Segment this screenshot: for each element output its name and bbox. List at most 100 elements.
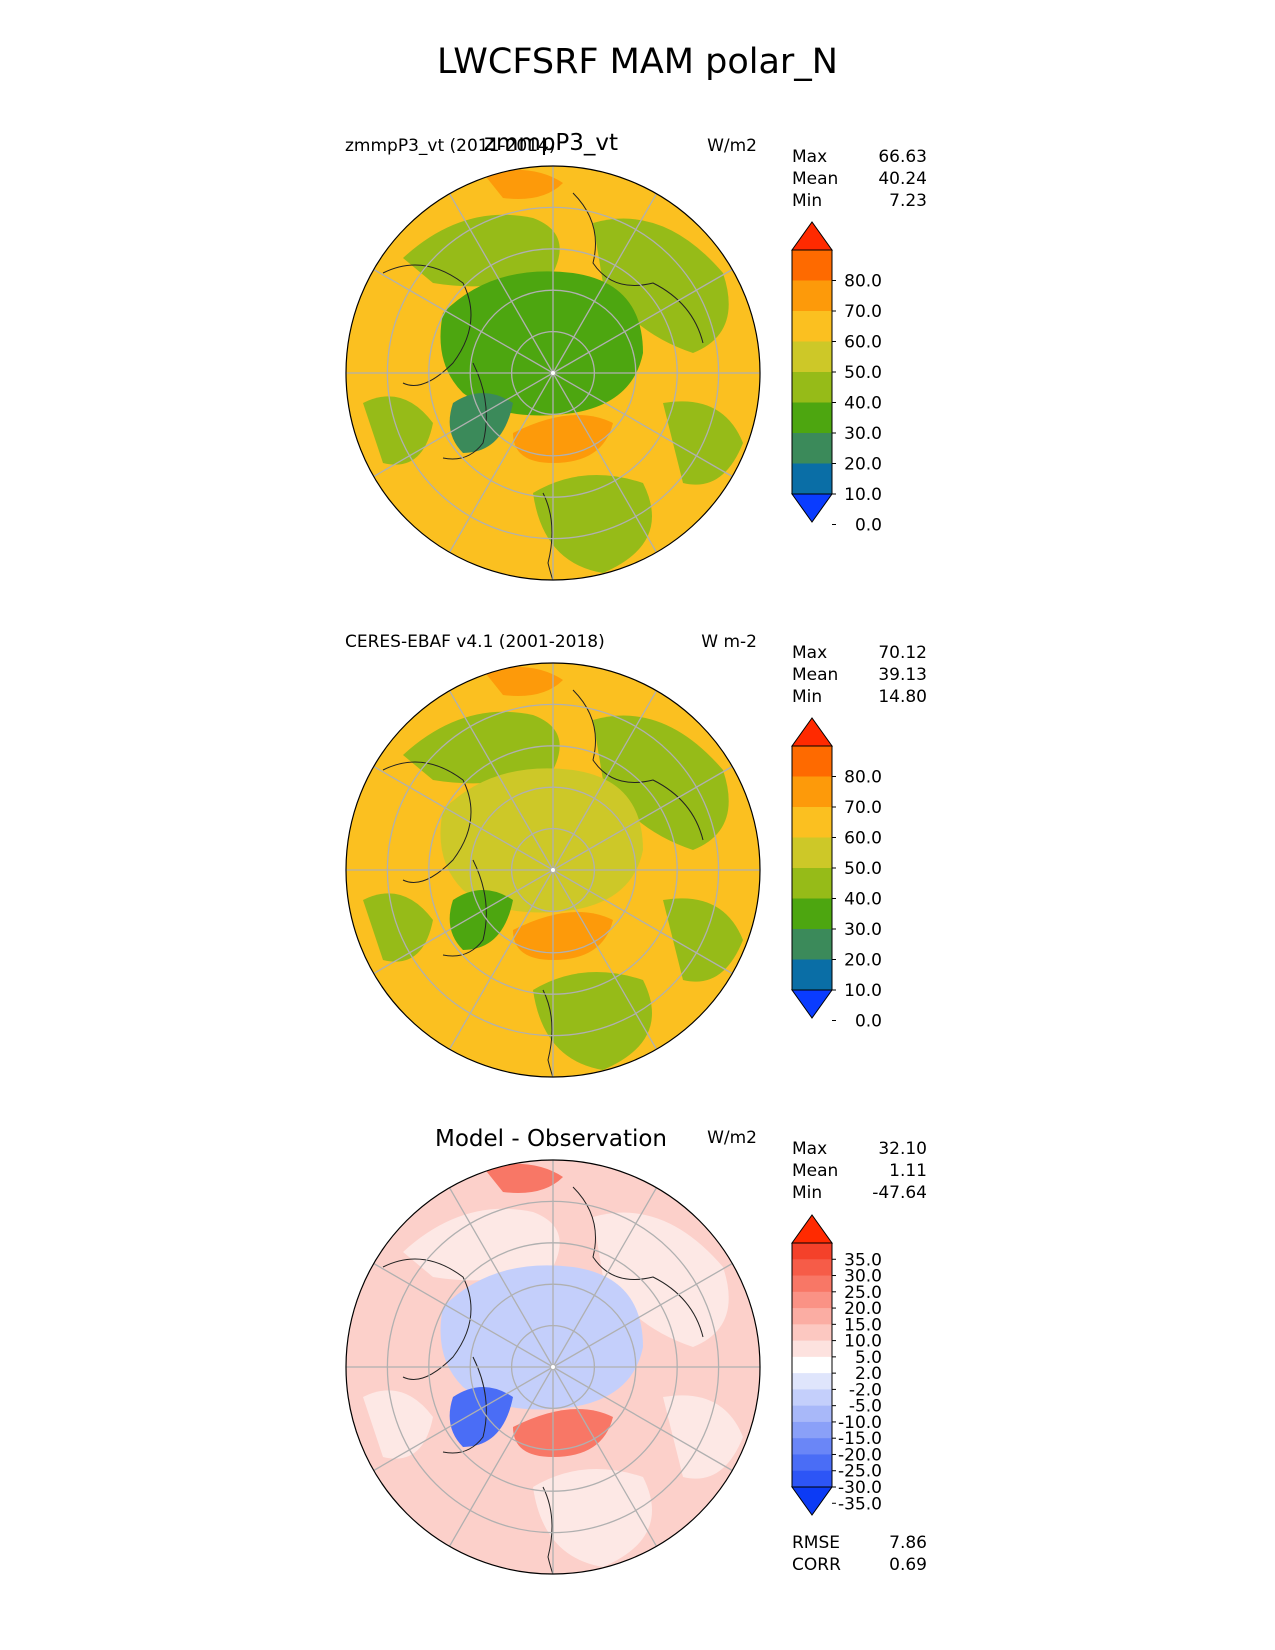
colorbar-tick-label: 35.0 (844, 1250, 882, 1270)
colorbar-tick-label: 20.0 (844, 455, 882, 475)
colorbar-extend-max (791, 717, 833, 747)
coastline (442, 859, 487, 957)
meridian-line (552, 690, 658, 871)
meridian-line (373, 869, 554, 975)
meridian-line (448, 1366, 554, 1547)
stat-value: 40.24 (878, 169, 927, 189)
stat-value: 0.69 (889, 1555, 927, 1575)
panel3-center-title: Model - Observation (434, 1126, 668, 1152)
colorbar-tick-label: 70.0 (844, 302, 882, 322)
stat-value: 39.13 (878, 665, 927, 685)
colorbar-segment (792, 1308, 832, 1325)
meridian-line (373, 1262, 554, 1368)
field-region-arctic (440, 1265, 643, 1410)
meridian-line (448, 193, 554, 374)
colorbar-extend-min (791, 989, 833, 1019)
colorbar-segment (792, 1324, 832, 1342)
meridian-line (552, 869, 733, 975)
map-boundary (345, 165, 761, 581)
meridian-line (552, 1366, 733, 1472)
colorbar-segment (792, 1291, 832, 1309)
meridian-line (552, 193, 658, 374)
field-region-land (403, 711, 560, 784)
colorbar-segment (792, 402, 832, 434)
coastline (382, 264, 472, 386)
stat-value: 66.63 (878, 147, 927, 167)
stat-label: Mean (792, 665, 839, 685)
stat-label: Min (792, 687, 823, 707)
colorbar-segment (792, 1421, 832, 1439)
field-region-land (403, 214, 560, 287)
coastline (542, 492, 559, 580)
colorbar-tick-label: 60.0 (844, 333, 882, 353)
panel1-left-title: zmmpP3_vt (2011-2014) (345, 136, 556, 156)
meridian-line (448, 690, 554, 871)
stat-value: 14.80 (878, 687, 927, 707)
colorbar-tick-label: -35.0 (838, 1494, 882, 1514)
colorbar-segment (792, 1373, 832, 1390)
stat-value: 32.10 (878, 1139, 927, 1159)
panel3-units: W/m2 (707, 1128, 757, 1148)
colorbar-segment (792, 868, 832, 899)
colorbar-segment (792, 463, 832, 495)
coastline (442, 1356, 487, 1454)
field-region-high (513, 415, 613, 463)
field-region-low (449, 393, 513, 453)
colorbar-tick-label: 40.0 (844, 394, 882, 414)
stat-label: Mean (792, 1161, 839, 1181)
field-region-low (449, 890, 513, 950)
colorbar-tick-label: 40.0 (844, 890, 882, 910)
meridian-line (552, 268, 733, 374)
colorbar-segment (792, 1470, 832, 1488)
colorbar-tick-label: 30.0 (844, 424, 882, 444)
panel2-stats: Max 70.12 Mean 39.13 Min 14.80 (792, 642, 927, 708)
coastline (572, 1186, 704, 1338)
field-region-land (593, 218, 729, 353)
panel1-center-title: zmmpP3_vt (483, 130, 619, 156)
stat-value: 7.86 (889, 1533, 927, 1553)
colorbar-reference: 80.0 70.0 60.0 50.0 40.0 30.0 20.0 10.0 0.0 (791, 717, 882, 1032)
colorbar-segment (792, 746, 832, 777)
map-boundary (345, 662, 761, 1078)
colorbar-tick-label: 50.0 (844, 859, 882, 879)
coastline (542, 989, 559, 1077)
panel3-extra-stats: RMSE 7.86 CORR 0.69 (792, 1532, 927, 1576)
stat-label: Min (792, 1183, 823, 1203)
stat-value: 7.23 (889, 191, 927, 211)
panel1-stats: Max 66.63 Mean 40.24 Min 7.23 (792, 146, 927, 212)
colorbar-tick-label: 5.0 (855, 1348, 882, 1368)
colorbar-segment (792, 1243, 832, 1260)
colorbar-tick-label: 30.0 (844, 1267, 882, 1287)
colorbar-segment (792, 1275, 832, 1293)
colorbar-extend-max (791, 1214, 833, 1244)
polar-map-test (345, 165, 761, 581)
colorbar-tick-label: 70.0 (844, 798, 882, 818)
stat-label: Max (792, 147, 828, 167)
stat-value: 70.12 (878, 643, 927, 663)
meridian-line (552, 765, 733, 871)
colorbar-tick-label: -2.0 (849, 1380, 882, 1400)
colorbar-segment (792, 1340, 832, 1358)
colorbar-tick-label: 30.0 (844, 920, 882, 940)
colorbar-segment (792, 372, 832, 403)
colorbar-tick-label: -20.0 (838, 1445, 882, 1465)
colorbar-tick-label: 10.0 (844, 485, 882, 505)
colorbar-tick-label: 15.0 (844, 1315, 882, 1335)
meridian-line (552, 372, 658, 553)
field-region-land (533, 1469, 652, 1567)
colorbar-segment (792, 433, 832, 464)
stat-label: RMSE (792, 1533, 841, 1553)
panel3-stats: Max 32.10 Mean 1.11 Min -47.64 (792, 1138, 927, 1204)
colorbar-segment (792, 776, 832, 808)
stat-label: Min (792, 191, 823, 211)
colorbar-segment (792, 1454, 832, 1472)
panel2-units: W m-2 (701, 632, 757, 652)
colorbar-tick-label: 10.0 (844, 981, 882, 1001)
field-region-arctic (440, 768, 643, 913)
map-boundary (345, 1159, 761, 1575)
colorbar-tick-label: -30.0 (838, 1478, 882, 1498)
colorbar-tick-label: 20.0 (844, 951, 882, 971)
meridian-line (552, 1366, 658, 1547)
stat-label: Mean (792, 169, 839, 189)
colorbar-segment (792, 280, 832, 312)
